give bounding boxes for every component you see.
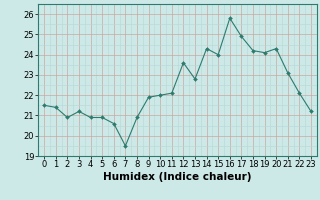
X-axis label: Humidex (Indice chaleur): Humidex (Indice chaleur) — [103, 172, 252, 182]
